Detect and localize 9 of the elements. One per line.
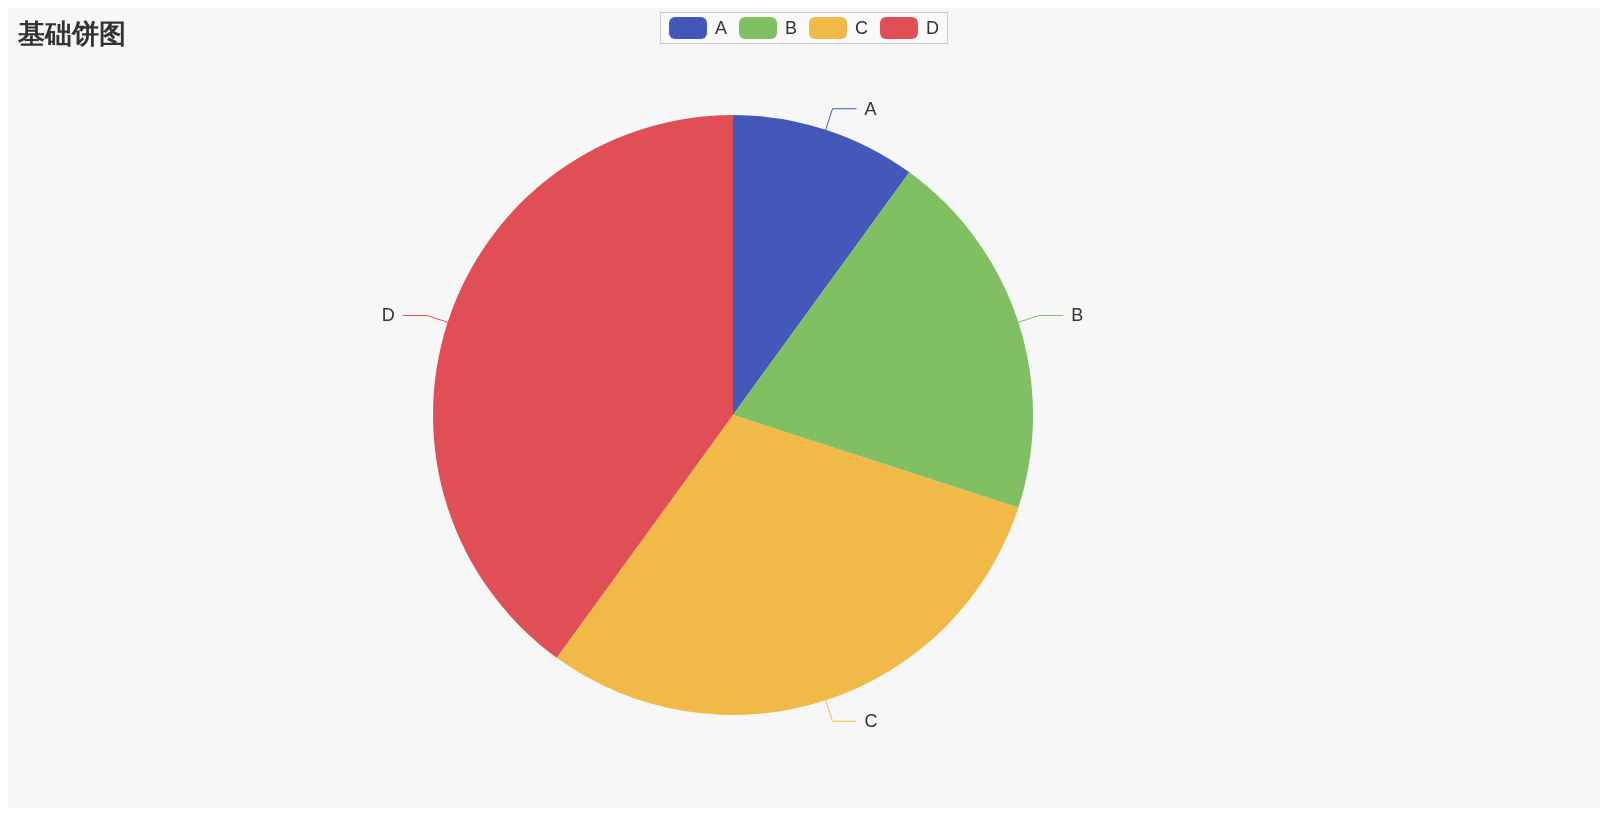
text: 基础饼图	[18, 17, 126, 51]
slice-label: C	[864, 711, 878, 732]
slice-label: A	[864, 98, 877, 119]
legend-label: C	[855, 17, 869, 39]
slice-label: D	[381, 305, 395, 326]
legend-label: D	[926, 17, 940, 39]
legend-label: B	[785, 17, 798, 39]
legend-label: A	[714, 17, 727, 39]
slice-label: B	[1071, 305, 1084, 326]
